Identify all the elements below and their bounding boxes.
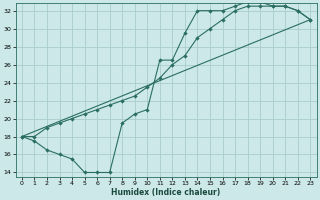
X-axis label: Humidex (Indice chaleur): Humidex (Indice chaleur) <box>111 188 221 197</box>
